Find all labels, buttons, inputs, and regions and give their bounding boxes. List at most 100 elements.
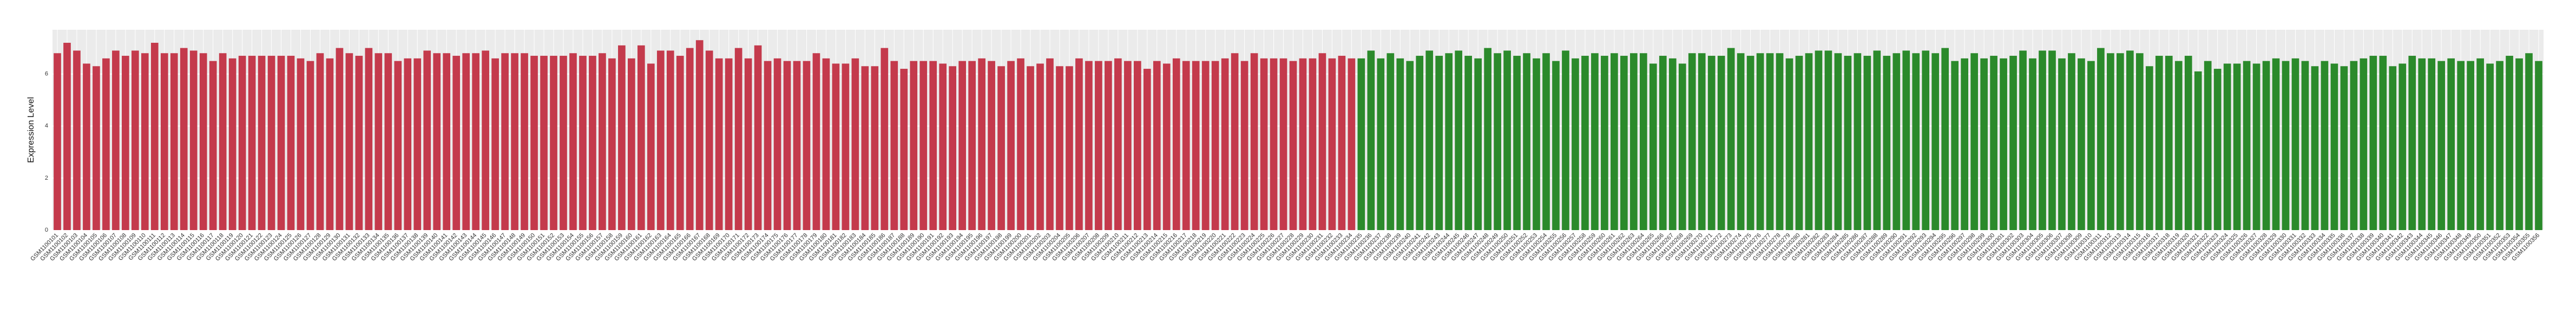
bar — [2145, 66, 2153, 230]
bar — [1270, 58, 1278, 230]
bar — [374, 53, 383, 230]
bar — [2117, 53, 2124, 230]
bar — [1961, 58, 1968, 230]
bar — [54, 53, 61, 230]
bar — [2087, 61, 2095, 230]
bar — [637, 45, 645, 230]
bar — [2048, 50, 2056, 230]
bar — [2428, 58, 2436, 230]
bar — [443, 53, 451, 230]
bar — [2389, 66, 2397, 230]
bar — [1912, 53, 1920, 230]
bar — [2272, 58, 2280, 230]
bar — [1737, 53, 1745, 230]
bar — [2126, 50, 2134, 230]
bar — [1523, 53, 1530, 230]
bar — [2398, 63, 2407, 230]
bar — [1883, 56, 1891, 231]
bar — [871, 66, 879, 230]
bar — [2311, 66, 2319, 230]
bar — [73, 50, 81, 230]
bar — [1902, 50, 1910, 230]
bar — [599, 53, 606, 230]
bar — [384, 53, 392, 230]
bar — [2535, 61, 2542, 230]
bar — [2155, 56, 2163, 231]
bar — [2447, 58, 2455, 230]
bar — [1105, 61, 1112, 230]
bar — [1406, 61, 1414, 230]
bar — [861, 66, 869, 230]
bar — [1620, 56, 1628, 231]
bar — [2165, 56, 2173, 231]
bar — [1533, 58, 1540, 230]
bar — [1766, 53, 1774, 230]
bar — [1591, 53, 1599, 230]
bar — [764, 61, 772, 230]
bar — [1318, 53, 1326, 230]
bar — [2515, 58, 2523, 230]
bar — [404, 58, 412, 230]
bar — [2330, 63, 2338, 230]
bar — [676, 56, 684, 231]
bar — [1601, 56, 1608, 231]
bar — [1192, 61, 1200, 230]
bar — [345, 53, 353, 230]
bar — [2135, 53, 2144, 230]
bar — [1114, 58, 1122, 230]
bar — [170, 53, 178, 230]
bar — [248, 56, 256, 231]
bar — [1776, 53, 1784, 230]
bar — [1659, 56, 1667, 231]
bar — [452, 56, 461, 231]
bar — [2058, 58, 2066, 230]
bar — [93, 66, 100, 230]
bar — [2184, 56, 2192, 231]
bar — [2476, 58, 2484, 230]
bar — [1824, 50, 1832, 230]
bar — [267, 56, 275, 231]
bar — [618, 45, 626, 230]
y-tick-label: 4 — [45, 123, 48, 129]
bar — [1240, 61, 1248, 230]
bar — [1455, 50, 1463, 230]
bar — [754, 45, 762, 230]
bar — [968, 61, 976, 230]
bar — [1143, 69, 1151, 231]
bar — [2369, 56, 2377, 231]
bar — [705, 50, 713, 230]
bar — [1056, 66, 1063, 230]
bar — [1668, 58, 1677, 230]
bar — [1727, 48, 1735, 231]
bar — [287, 56, 295, 231]
bar — [2496, 61, 2503, 230]
bar — [1435, 56, 1443, 231]
bar — [2068, 53, 2075, 230]
bar — [228, 58, 236, 230]
bar — [1805, 53, 1813, 230]
bar — [336, 48, 344, 231]
bar — [2107, 53, 2114, 230]
bar — [2243, 61, 2251, 230]
bar — [2379, 56, 2387, 231]
bar — [773, 58, 781, 230]
bar — [1124, 61, 1132, 230]
bar — [647, 63, 655, 230]
bar — [949, 66, 957, 230]
bar — [2408, 56, 2416, 231]
y-axis-title: Expression Level — [27, 97, 36, 163]
bar — [832, 63, 840, 230]
bar — [394, 61, 402, 230]
y-tick-label: 0 — [45, 227, 48, 233]
bar — [1562, 50, 1569, 230]
bar — [1941, 48, 1949, 231]
bar — [365, 48, 373, 231]
bar — [1815, 50, 1823, 230]
bar — [1328, 58, 1336, 230]
bar — [462, 53, 470, 230]
bar — [326, 58, 334, 230]
bar — [306, 61, 314, 230]
bar — [1046, 58, 1054, 230]
bar — [2321, 61, 2329, 230]
